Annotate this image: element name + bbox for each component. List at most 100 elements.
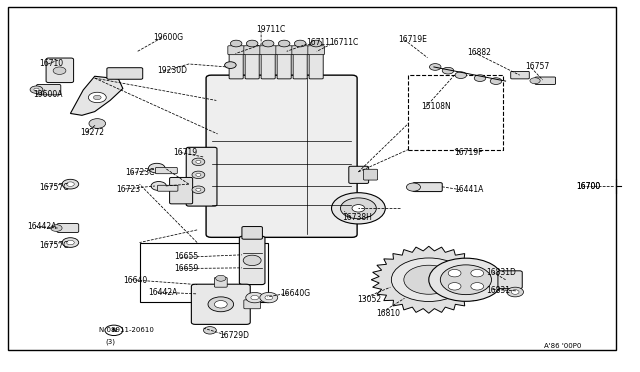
FancyBboxPatch shape (260, 46, 276, 55)
Circle shape (246, 40, 258, 47)
Text: N 08911-20610: N 08911-20610 (99, 327, 154, 333)
Circle shape (88, 92, 106, 103)
FancyBboxPatch shape (276, 46, 292, 55)
Text: 19711C: 19711C (256, 25, 285, 34)
Circle shape (208, 297, 234, 312)
FancyBboxPatch shape (191, 284, 250, 324)
Text: A'86 '00P0: A'86 '00P0 (544, 343, 581, 349)
Text: 16442A: 16442A (148, 288, 178, 297)
Circle shape (196, 173, 201, 176)
Text: 16723: 16723 (116, 185, 141, 194)
Text: 16723C: 16723C (125, 169, 154, 177)
Circle shape (511, 290, 519, 294)
Circle shape (204, 327, 216, 334)
Circle shape (294, 40, 306, 47)
FancyBboxPatch shape (277, 53, 291, 79)
FancyBboxPatch shape (57, 224, 79, 232)
Text: 16655: 16655 (174, 252, 198, 261)
Text: 16831: 16831 (486, 286, 511, 295)
Text: 16757C: 16757C (40, 183, 69, 192)
Circle shape (62, 179, 79, 189)
Circle shape (246, 292, 264, 303)
Text: 19272: 19272 (80, 128, 104, 137)
Circle shape (406, 183, 420, 191)
Circle shape (352, 205, 365, 212)
Text: 16882: 16882 (467, 48, 491, 57)
Circle shape (429, 258, 503, 301)
Text: 16831D: 16831D (486, 268, 516, 277)
Text: 16711C: 16711C (330, 38, 359, 47)
FancyBboxPatch shape (244, 300, 260, 309)
Text: 16719F: 16719F (454, 148, 483, 157)
Circle shape (265, 295, 273, 300)
Circle shape (455, 72, 467, 78)
Circle shape (151, 182, 166, 190)
FancyBboxPatch shape (308, 46, 324, 55)
Circle shape (225, 62, 236, 68)
Text: 16757C: 16757C (40, 241, 69, 250)
FancyBboxPatch shape (293, 53, 307, 79)
Circle shape (230, 40, 242, 47)
Text: 19600G: 19600G (154, 33, 184, 42)
Circle shape (530, 78, 540, 84)
FancyBboxPatch shape (186, 147, 217, 206)
FancyBboxPatch shape (229, 53, 243, 79)
FancyBboxPatch shape (157, 185, 178, 191)
Circle shape (214, 301, 227, 308)
Circle shape (30, 86, 43, 93)
FancyBboxPatch shape (107, 68, 143, 79)
Circle shape (262, 40, 274, 47)
Circle shape (471, 269, 484, 277)
Text: 16640: 16640 (123, 276, 147, 285)
Circle shape (471, 283, 484, 290)
FancyBboxPatch shape (214, 278, 227, 287)
Text: 16659: 16659 (174, 264, 198, 273)
Text: N: N (111, 328, 116, 333)
Circle shape (62, 238, 79, 247)
FancyBboxPatch shape (413, 183, 442, 192)
FancyBboxPatch shape (242, 227, 262, 239)
Text: 16710: 16710 (40, 59, 64, 68)
Text: 19230D: 19230D (157, 66, 187, 75)
Text: 16640G: 16640G (280, 289, 310, 298)
FancyBboxPatch shape (228, 46, 244, 55)
FancyBboxPatch shape (156, 167, 177, 174)
FancyBboxPatch shape (261, 53, 275, 79)
Circle shape (192, 186, 205, 193)
FancyBboxPatch shape (349, 166, 369, 183)
FancyBboxPatch shape (36, 84, 61, 95)
FancyBboxPatch shape (170, 177, 193, 204)
Circle shape (51, 225, 62, 231)
FancyBboxPatch shape (292, 46, 308, 55)
Circle shape (67, 240, 74, 245)
Circle shape (429, 64, 441, 70)
Text: 15108N: 15108N (421, 102, 451, 110)
Circle shape (105, 325, 123, 336)
FancyBboxPatch shape (309, 53, 323, 79)
Circle shape (332, 193, 385, 224)
Circle shape (404, 265, 454, 294)
FancyBboxPatch shape (46, 58, 74, 83)
Circle shape (392, 258, 466, 301)
FancyBboxPatch shape (244, 46, 260, 55)
Text: 16441A: 16441A (454, 185, 484, 194)
Circle shape (440, 265, 492, 295)
Circle shape (53, 67, 66, 74)
Text: 16700: 16700 (576, 182, 600, 190)
Polygon shape (371, 246, 486, 313)
FancyBboxPatch shape (364, 169, 378, 180)
Circle shape (448, 283, 461, 290)
Circle shape (93, 95, 101, 100)
Circle shape (148, 163, 165, 173)
Circle shape (34, 88, 39, 91)
Circle shape (278, 40, 290, 47)
Circle shape (196, 188, 201, 191)
FancyBboxPatch shape (239, 236, 265, 285)
Circle shape (216, 275, 226, 281)
Text: 16729D: 16729D (219, 331, 249, 340)
Circle shape (448, 269, 461, 277)
Text: 16719: 16719 (173, 148, 197, 157)
Text: 16757: 16757 (525, 62, 549, 71)
Circle shape (474, 75, 486, 81)
Circle shape (260, 292, 278, 303)
